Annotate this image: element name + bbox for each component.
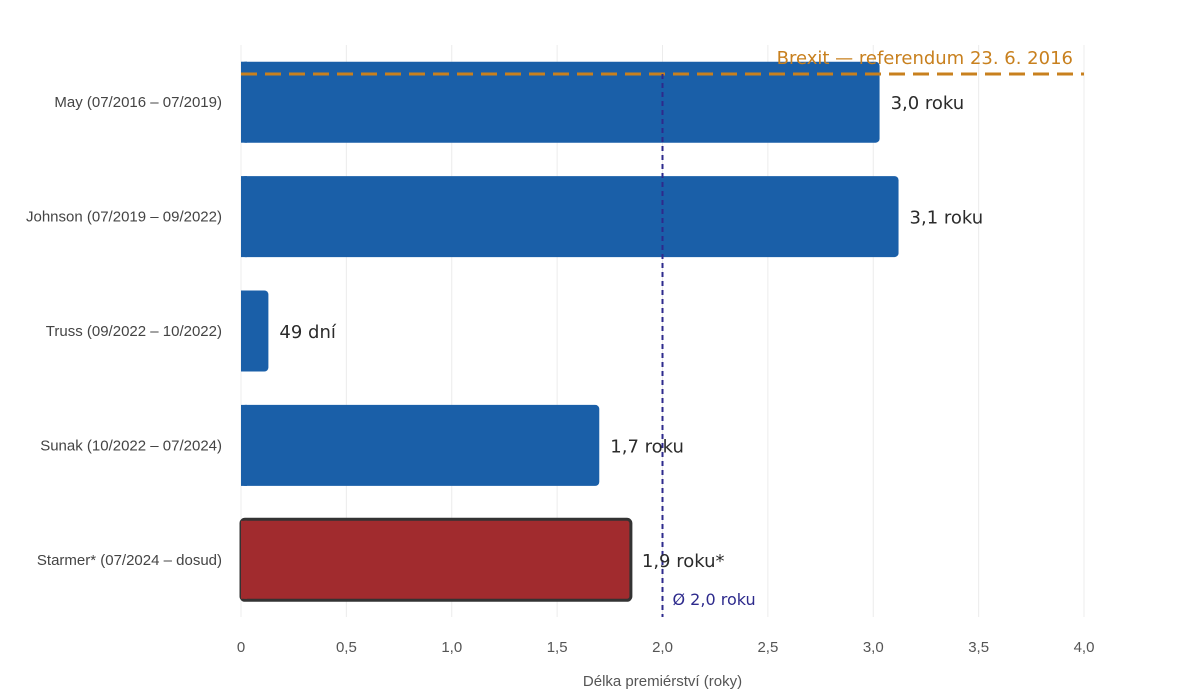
bar	[241, 290, 269, 372]
category-label: Sunak (10/2022 – 07/2024)	[40, 437, 222, 454]
bars	[239, 61, 899, 602]
bar-base	[241, 404, 247, 486]
data-label: 3,0 roku	[891, 93, 965, 114]
bar-base	[241, 290, 247, 372]
x-tick-label: 3,5	[968, 639, 989, 656]
brexit-label: Brexit — referendum 23. 6. 2016	[777, 48, 1073, 69]
x-tick-label: 0,5	[336, 639, 357, 656]
bar	[241, 176, 899, 258]
bar	[241, 61, 880, 143]
x-tick-label: 2,0	[652, 639, 673, 656]
category-label: Starmer* (07/2024 – dosud)	[37, 552, 222, 569]
labels: 0 0,5 1,0 1,5 2,0 2,5 3,0 3,5 4,0 May (07/2016 – …	[26, 48, 1094, 656]
bar-base	[241, 61, 247, 143]
x-axis-title: Délka premiérství (roky)	[583, 673, 742, 690]
category-label: Johnson (07/2019 – 09/2022)	[26, 209, 222, 226]
x-tick-label: 2,5	[757, 639, 778, 656]
data-label: 49 dní	[279, 322, 336, 343]
data-label: 1,7 roku	[610, 436, 684, 457]
average-label: Ø 2,0 roku	[673, 590, 756, 609]
data-label: 1,9 roku*	[642, 551, 725, 572]
bar	[239, 517, 633, 602]
x-tick-label: 1,5	[547, 639, 568, 656]
reference-lines	[241, 72, 1084, 617]
category-label: Truss (09/2022 – 10/2022)	[46, 323, 222, 340]
x-tick-label: 1,0	[441, 639, 462, 656]
x-tick-label: 4,0	[1074, 639, 1095, 656]
x-tick-label: 0	[237, 639, 245, 656]
bar-base	[241, 176, 247, 258]
category-label: May (07/2016 – 07/2019)	[54, 94, 222, 111]
x-tick-label: 3,0	[863, 639, 884, 656]
data-label: 3,1 roku	[910, 208, 984, 229]
bar	[241, 404, 600, 486]
bar-base	[241, 520, 247, 599]
